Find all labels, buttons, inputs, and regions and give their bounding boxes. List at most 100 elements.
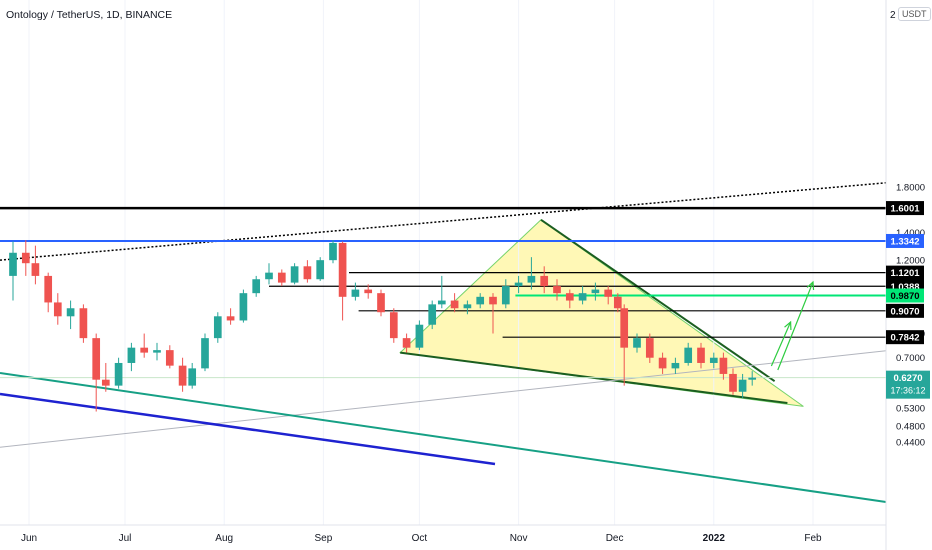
- candle-body: [645, 338, 654, 358]
- candle-body: [613, 296, 622, 309]
- candle-body: [329, 242, 337, 261]
- candle-body: [338, 242, 347, 297]
- countdown-text: 17:36:12: [890, 386, 925, 396]
- candle-body: [489, 296, 497, 305]
- candle-body: [437, 300, 446, 305]
- current-price-text: 0.6270: [893, 373, 922, 384]
- candle-body: [463, 304, 472, 309]
- candle-body: [402, 338, 411, 348]
- currency-button[interactable]: USDT: [898, 7, 931, 21]
- candle-body: [265, 272, 273, 280]
- dotted-resistance-line: [0, 182, 887, 261]
- candle-body: [101, 379, 110, 386]
- x-tick-label: Jun: [21, 533, 37, 544]
- y-tick-label: 1.8000: [896, 182, 925, 193]
- x-tick-label: Sep: [315, 533, 333, 544]
- candle-body: [127, 347, 136, 363]
- candle-body: [553, 286, 561, 294]
- y-tick-label: 1.2000: [896, 256, 925, 267]
- price-label-text: 0.9070: [890, 306, 919, 317]
- projection-arrow: [770, 321, 792, 367]
- candle-body: [684, 347, 693, 363]
- candle-body: [540, 275, 549, 287]
- projection-arrow-head: [784, 320, 792, 331]
- price-label-box: [886, 330, 924, 345]
- x-tick-label: Nov: [510, 533, 528, 544]
- candle-body: [351, 289, 360, 297]
- candle-body: [44, 275, 53, 303]
- y-tick-label: 0.4800: [896, 422, 925, 433]
- candle-body: [303, 266, 312, 280]
- price-label-text: 0.9870: [890, 291, 919, 302]
- candle-body: [450, 300, 459, 309]
- price-label-text: 1.0388: [890, 282, 919, 293]
- candle-body: [364, 289, 373, 294]
- candle-body: [729, 373, 737, 392]
- candle-body: [604, 289, 613, 297]
- candle-body: [277, 272, 286, 283]
- candle-body: [620, 308, 629, 348]
- candle-body: [226, 316, 235, 321]
- candle-body: [53, 302, 62, 317]
- candle-body: [377, 293, 385, 313]
- candle-body: [239, 293, 248, 321]
- current-price-box: [886, 370, 930, 399]
- candle-body: [9, 252, 17, 276]
- candle-body: [501, 286, 510, 305]
- y-tick-label: 0.5300: [896, 404, 925, 415]
- candle-body: [290, 266, 299, 283]
- candle-body: [671, 362, 680, 369]
- candle-body: [252, 279, 261, 294]
- candle-body: [31, 263, 40, 276]
- candle-body: [748, 377, 757, 380]
- candle-body: [658, 357, 667, 369]
- candle-body: [316, 260, 325, 280]
- scale-top-label: 2: [890, 10, 896, 21]
- triangle-upper-edge: [540, 218, 776, 382]
- candle-body: [165, 350, 174, 366]
- price-label-text: 0.7842: [890, 333, 919, 344]
- candle-body: [79, 308, 88, 339]
- price-label-text: 1.6001: [890, 204, 920, 215]
- candle-body: [188, 368, 197, 386]
- x-tick-label: Aug: [215, 533, 233, 544]
- candle-body: [178, 365, 187, 386]
- price-label-text: 1.1201: [890, 268, 920, 279]
- y-tick-label: 0.4400: [896, 437, 925, 448]
- price-label-box: [886, 288, 924, 303]
- candle-body: [21, 252, 30, 264]
- price-label-box: [886, 265, 924, 280]
- x-tick-label: Dec: [606, 533, 624, 544]
- candle-body: [738, 379, 747, 392]
- candle-body: [565, 293, 574, 301]
- teal-channel-line: [0, 372, 887, 503]
- candle-body: [415, 324, 424, 348]
- candle-body: [114, 362, 123, 386]
- candle-body: [140, 347, 149, 353]
- candle-body: [201, 338, 209, 369]
- chart-title: Ontology / TetherUS, 1D, BINANCE: [6, 9, 173, 21]
- candle-body: [578, 293, 587, 301]
- projection-arrow: [777, 281, 814, 371]
- candle-body: [633, 338, 641, 348]
- candle-body: [66, 308, 75, 317]
- candle-body: [591, 289, 600, 294]
- candle-body: [389, 312, 398, 339]
- x-tick-label: Jul: [119, 533, 132, 544]
- gray-trend-line: [0, 350, 887, 448]
- candle-body: [428, 304, 437, 325]
- candle-body: [476, 296, 485, 305]
- y-tick-label: 0.7000: [896, 353, 925, 364]
- candle-body: [697, 347, 705, 363]
- x-tick-label: 2022: [703, 533, 726, 544]
- x-tick-label: Feb: [804, 533, 822, 544]
- projection-arrow-head: [806, 280, 815, 291]
- candle-body: [719, 357, 728, 374]
- candle-body: [92, 338, 101, 380]
- time-axis-pane: [0, 525, 886, 550]
- candle-body: [709, 357, 718, 363]
- price-label-text: 1.3342: [890, 236, 919, 247]
- x-tick-label: Oct: [412, 533, 428, 544]
- y-tick-label: 1.4000: [896, 228, 925, 239]
